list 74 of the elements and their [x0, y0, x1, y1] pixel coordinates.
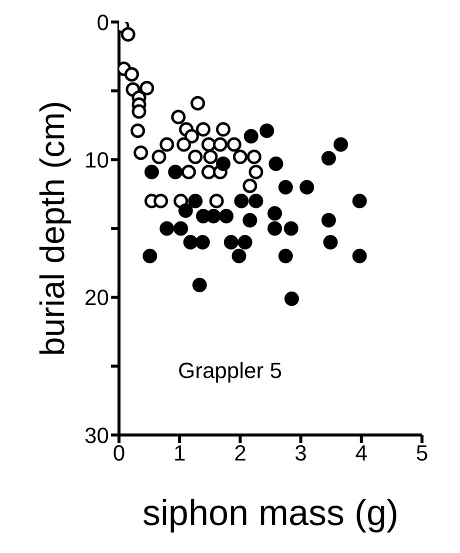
point — [144, 164, 159, 180]
point — [152, 150, 166, 164]
point — [203, 150, 218, 164]
point — [130, 124, 146, 138]
point — [195, 235, 210, 250]
x-tick-label: 2 — [234, 440, 246, 466]
point — [171, 110, 186, 124]
point — [260, 124, 274, 138]
point — [278, 180, 293, 194]
y-tick-label: 30 — [84, 422, 109, 448]
point — [154, 194, 168, 208]
point — [201, 164, 216, 180]
point — [242, 178, 258, 194]
point — [188, 194, 203, 208]
point — [188, 150, 203, 164]
y-tick-label: 20 — [84, 285, 109, 310]
point — [140, 80, 154, 96]
point — [352, 194, 367, 208]
point — [321, 151, 336, 166]
point — [216, 122, 230, 137]
point — [184, 129, 199, 144]
x-tick-label: 5 — [416, 440, 428, 466]
point — [267, 206, 282, 221]
point — [284, 291, 299, 306]
point — [134, 146, 148, 160]
point — [224, 235, 238, 250]
point — [323, 235, 338, 250]
point — [132, 104, 146, 119]
x-tick-label: 0 — [112, 440, 126, 466]
point — [216, 156, 230, 172]
point — [219, 208, 234, 224]
point — [124, 67, 139, 82]
point — [142, 248, 158, 264]
x-tick-label: 4 — [355, 440, 368, 466]
point — [232, 150, 248, 164]
point — [278, 248, 293, 264]
point — [212, 137, 228, 152]
point — [246, 150, 262, 164]
point — [284, 221, 298, 236]
point — [234, 194, 249, 208]
point — [321, 212, 336, 228]
y-tick-label: 0 — [96, 10, 109, 35]
point — [248, 194, 264, 208]
point — [160, 137, 174, 152]
point — [174, 221, 188, 236]
point — [196, 122, 210, 137]
point — [181, 164, 196, 180]
point — [160, 221, 174, 236]
point — [267, 221, 282, 236]
point — [168, 164, 183, 180]
point — [190, 96, 206, 110]
y-tick-label: 10 — [84, 147, 109, 172]
point — [232, 248, 246, 264]
point — [209, 194, 224, 208]
annotation: Grappler 5 — [178, 358, 282, 384]
point — [242, 212, 258, 228]
point — [334, 137, 348, 152]
point — [244, 129, 258, 144]
y-axis-title: burial depth (cm) — [34, 100, 72, 356]
x-tick-label: 3 — [294, 440, 307, 466]
point — [238, 235, 252, 250]
point — [352, 248, 367, 264]
point — [178, 203, 193, 218]
point — [192, 278, 207, 292]
point — [120, 27, 136, 42]
point — [206, 208, 221, 224]
point — [183, 235, 198, 250]
x-tick-label: 1 — [173, 440, 186, 466]
point — [268, 156, 284, 172]
point — [248, 164, 264, 180]
x-axis-title: siphon mass (g) — [142, 492, 399, 533]
point — [300, 180, 314, 194]
point — [176, 137, 192, 152]
point — [226, 137, 242, 152]
